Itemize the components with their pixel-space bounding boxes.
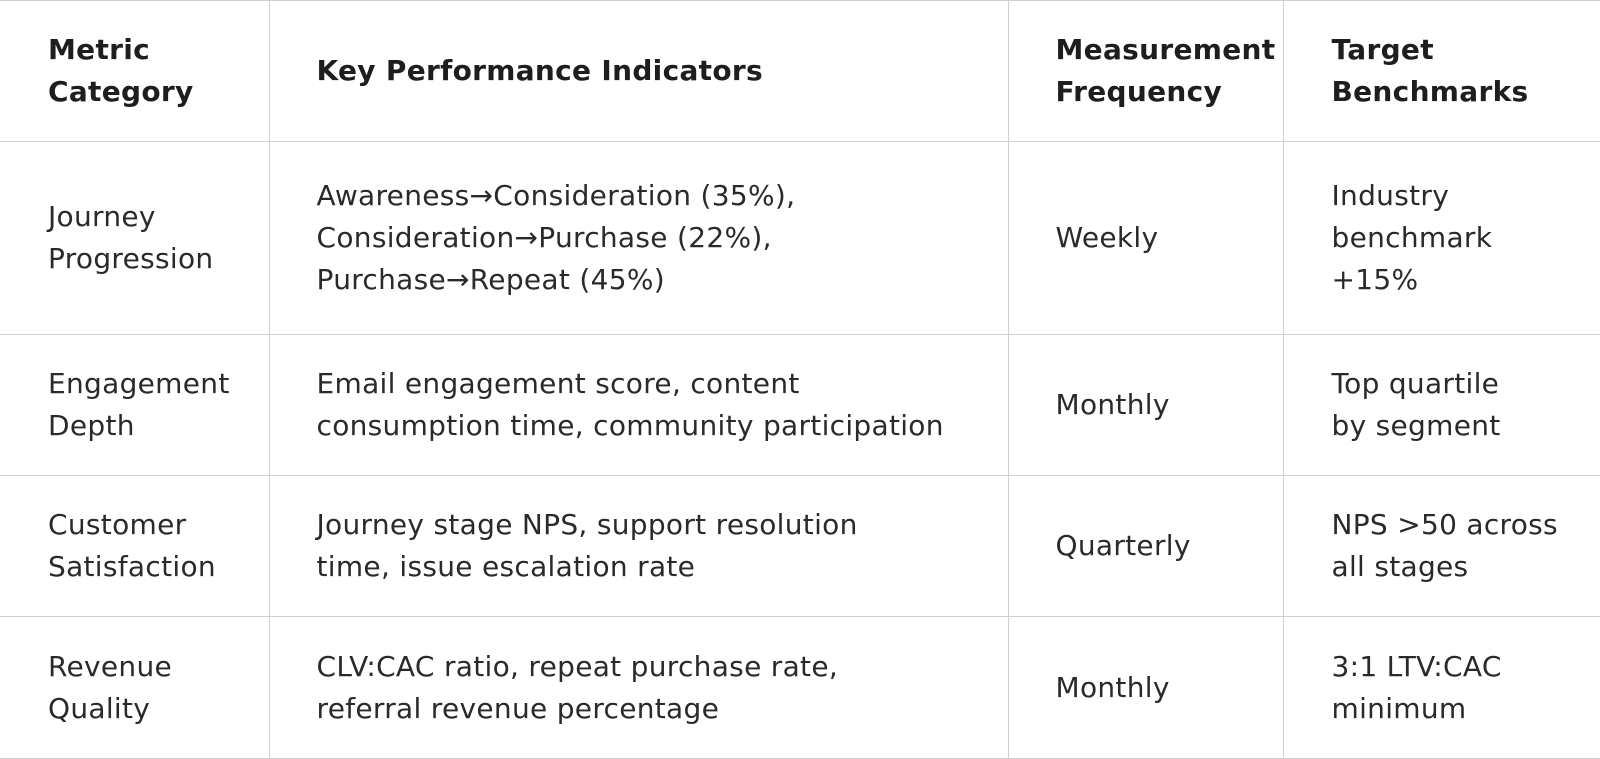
cell-category: Engagement Depth (0, 334, 270, 476)
header-key-performance-indicators: Key Performance Indicators (268, 0, 1009, 142)
header-metric-category: Metric Category (0, 0, 270, 142)
cell-kpis: Journey stage NPS, support resolution ti… (268, 475, 1009, 617)
cell-benchmark: NPS >50 across all stages (1282, 475, 1600, 617)
cell-kpis: CLV:CAC ratio, repeat purchase rate, ref… (268, 616, 1009, 759)
cell-category: Journey Progression (0, 141, 270, 335)
table-row: Engagement Depth Email engagement score,… (0, 334, 1600, 476)
cell-benchmark: Industry benchmark +15% (1282, 141, 1600, 335)
cell-kpis: Awareness→Consideration (35%), Considera… (268, 141, 1009, 335)
header-target-benchmarks: Target Benchmarks (1282, 0, 1600, 142)
cell-category: Customer Satisfaction (0, 475, 270, 617)
cell-frequency: Quarterly (1007, 475, 1284, 617)
cell-frequency: Monthly (1007, 334, 1284, 476)
cell-frequency: Monthly (1007, 616, 1284, 759)
table-row: Revenue Quality CLV:CAC ratio, repeat pu… (0, 616, 1600, 759)
table-row: Customer Satisfaction Journey stage NPS,… (0, 475, 1600, 617)
cell-benchmark: 3:1 LTV:CAC minimum (1282, 616, 1600, 759)
header-row: Metric Category Key Performance Indicato… (0, 0, 1600, 142)
cell-benchmark: Top quartile by segment (1282, 334, 1600, 476)
table-row: Journey Progression Awareness→Considerat… (0, 141, 1600, 335)
cell-kpis: Email engagement score, content consumpt… (268, 334, 1009, 476)
cell-frequency: Weekly (1007, 141, 1284, 335)
cell-category: Revenue Quality (0, 616, 270, 759)
header-measurement-frequency: Measurement Frequency (1007, 0, 1284, 142)
